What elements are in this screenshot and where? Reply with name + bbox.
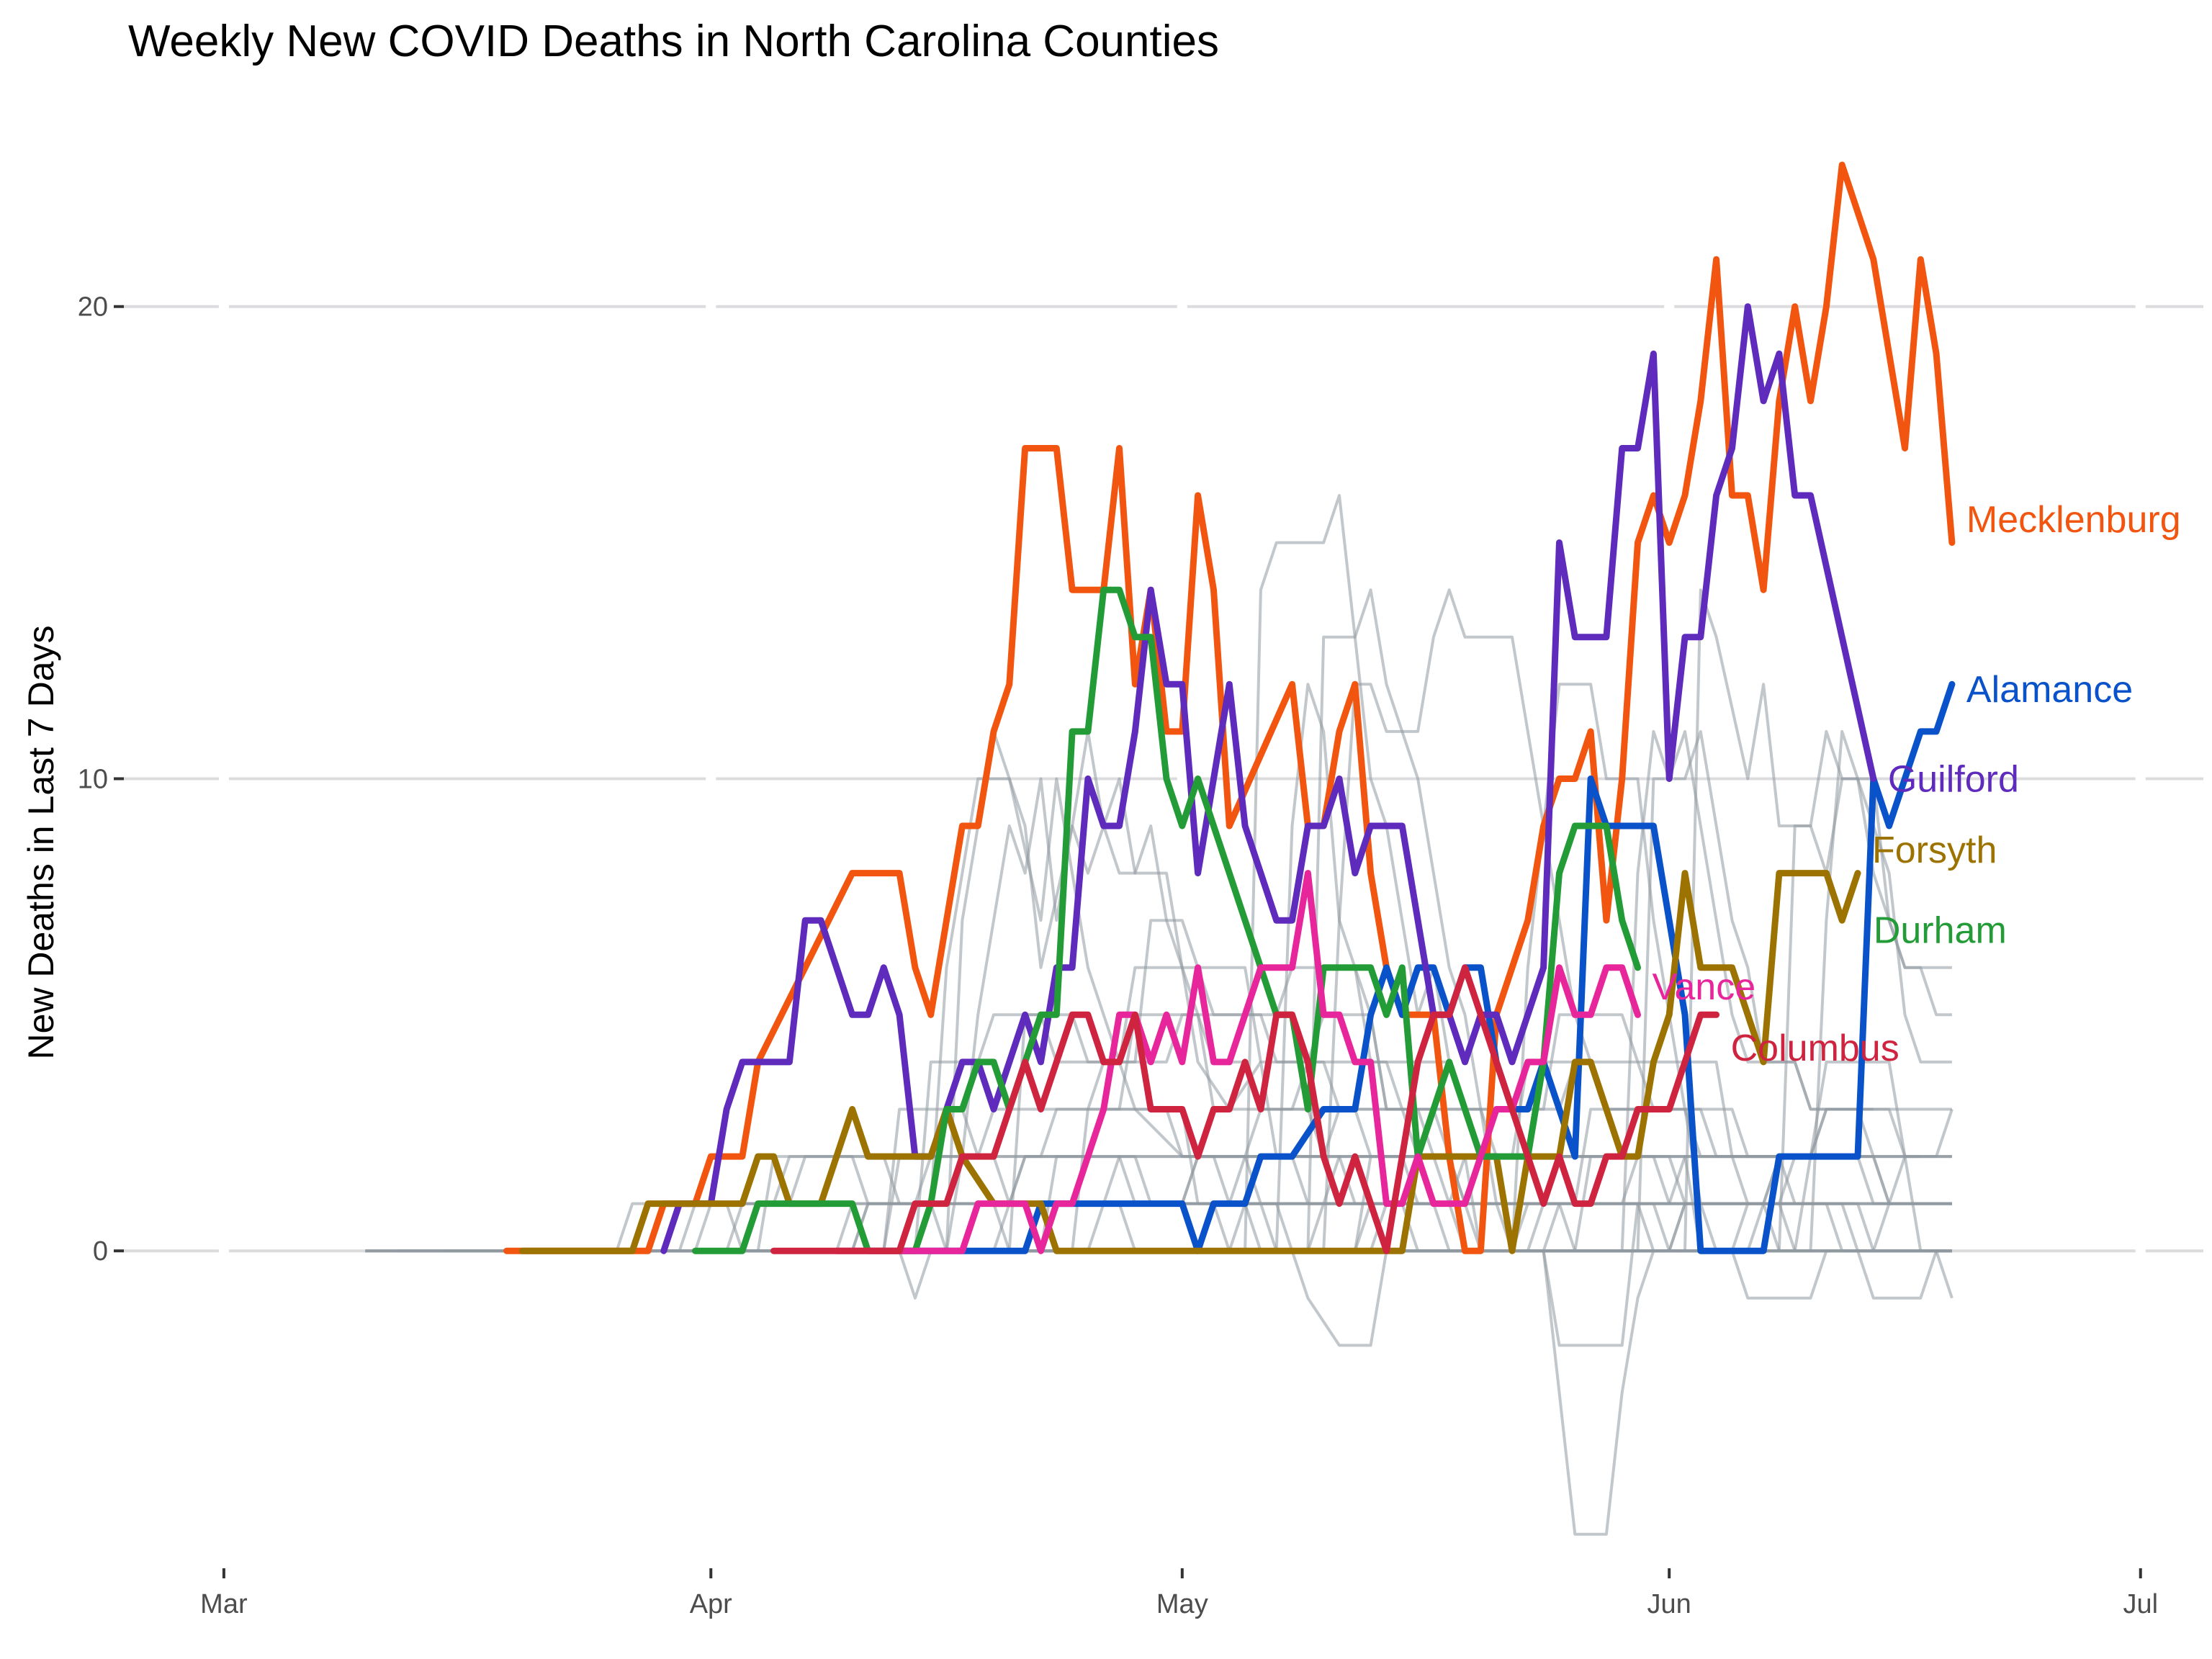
y-tick-label-2: 20 (78, 292, 108, 323)
series-line-vance (833, 870, 1641, 1254)
background-county-line-18 (1354, 729, 1874, 1253)
series-label-durham: Durham (1874, 909, 2007, 951)
y-axis-label: New Deaths in Last 7 Days (21, 625, 61, 1059)
background-county-line-4 (711, 1013, 1952, 1253)
series-line-forsyth (519, 870, 1861, 1254)
background-county-line-20 (1009, 1249, 1952, 1536)
highlighted-county-lines (503, 161, 1956, 1254)
series-label-columbus: Columbus (1731, 1028, 1899, 1069)
series-line-guilford (660, 303, 1877, 1254)
x-tick-label-4: Jul (2123, 1589, 2158, 1619)
background-county-line-12 (852, 683, 1497, 1253)
series-label-mecklenburg: Mecklenburg (1966, 499, 2181, 541)
x-axis: Mar Apr May Jun Jul (200, 1568, 2158, 1619)
x-tick-label-2: May (1156, 1589, 1208, 1619)
series-line-durham (692, 586, 1641, 1254)
x-tick-label-3: Jun (1647, 1589, 1691, 1619)
y-tick-label-0: 0 (93, 1236, 108, 1267)
x-tick-label-1: Apr (690, 1589, 732, 1619)
y-tick-label-1: 10 (78, 764, 108, 794)
y-axis: 0 10 20 (78, 292, 124, 1267)
series-line-columbus (770, 964, 1720, 1254)
background-county-line-16 (1402, 729, 1952, 1253)
gridlines (122, 122, 2203, 1563)
series-label-forsyth: Forsyth (1872, 830, 1997, 871)
chart-title: Weekly New COVID Deaths in North Carolin… (128, 17, 1219, 66)
series-label-alamance: Alamance (1966, 669, 2133, 711)
series-label-vance: Vance (1653, 966, 1756, 1008)
series-label-guilford: Guilford (1888, 758, 2019, 800)
series-labels: Mecklenburg Alamance Guilford Forsyth Durham… (1653, 499, 2181, 1069)
x-tick-label-0: Mar (200, 1589, 248, 1619)
